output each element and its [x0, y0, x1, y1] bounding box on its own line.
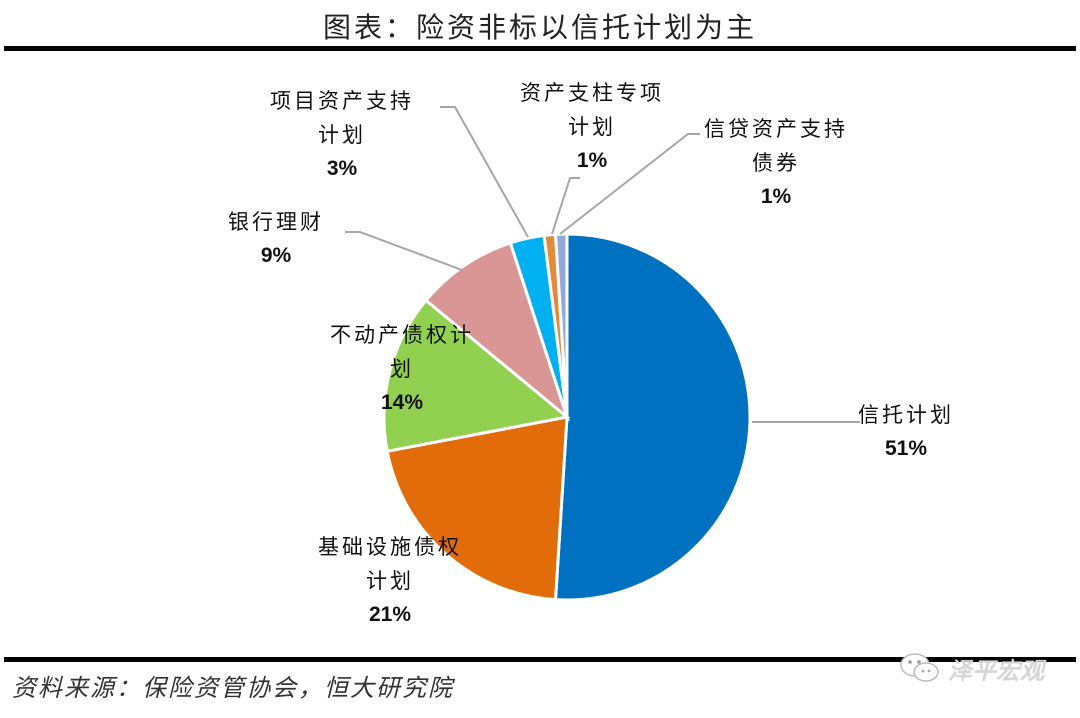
- pie-slice-0: [553, 232, 752, 602]
- pie-slice-2: [382, 298, 571, 454]
- label-abs-special-pct: 1%: [576, 149, 608, 172]
- label-infrastructure: 基础设施债权 计划 21%: [318, 530, 462, 632]
- leader-lines: [345, 106, 860, 423]
- label-real-estate-name-2: 划: [390, 357, 414, 381]
- watermark-text: 泽平宏观: [948, 656, 1044, 685]
- label-credit-abs: 信贷资产支持 债券 1%: [704, 112, 848, 214]
- wechat-icon: [900, 653, 939, 682]
- leader-line-bank-wealth: [345, 231, 463, 271]
- label-project-abs: 项目资产支持 计划 3%: [270, 84, 414, 186]
- pie-slice-1: [385, 415, 569, 602]
- label-bank-wealth-pct: 9%: [260, 244, 292, 267]
- label-project-abs-pct: 3%: [326, 157, 358, 180]
- label-trust-pct: 51%: [884, 437, 928, 460]
- source-note: 资料来源：保险资管协会，恒大研究院: [12, 674, 454, 702]
- leader-line-credit-abs: [559, 133, 700, 235]
- label-bank-wealth-name: 银行理财: [228, 210, 324, 234]
- top-divider: [4, 46, 1076, 51]
- chart-title: 图表：险资非标以信托计划为主: [322, 11, 757, 44]
- watermark: 泽平宏观: [898, 650, 1044, 686]
- label-project-abs-name: 项目资产支持: [270, 89, 414, 113]
- label-abs-special-name: 资产支柱专项: [520, 81, 664, 105]
- label-infrastructure-pct: 21%: [368, 603, 412, 626]
- label-trust: 信托计划 51%: [858, 398, 954, 466]
- label-credit-abs-pct: 1%: [760, 185, 792, 208]
- label-abs-special-name-2: 计划: [568, 115, 616, 139]
- label-real-estate-name: 不动产债权计: [330, 323, 474, 347]
- pie-slices: [382, 232, 752, 602]
- label-credit-abs-name: 信贷资产支持: [704, 117, 848, 141]
- label-trust-name: 信托计划: [858, 403, 954, 427]
- label-bank-wealth: 银行理财 9%: [228, 205, 324, 273]
- leader-line-project-abs: [440, 106, 529, 238]
- label-infrastructure-name: 基础设施债权: [318, 535, 462, 559]
- label-real-estate-pct: 14%: [380, 391, 424, 414]
- bottom-divider: [4, 657, 1076, 662]
- label-project-abs-name-2: 计划: [318, 123, 366, 147]
- label-infrastructure-name-2: 计划: [366, 569, 414, 593]
- label-abs-special: 资产支柱专项 计划 1%: [520, 76, 664, 178]
- pie-slice-3: [423, 241, 571, 422]
- label-credit-abs-name-2: 债券: [752, 151, 800, 175]
- leader-line-abs-special: [551, 177, 580, 235]
- label-real-estate: 不动产债权计 划 14%: [330, 318, 474, 420]
